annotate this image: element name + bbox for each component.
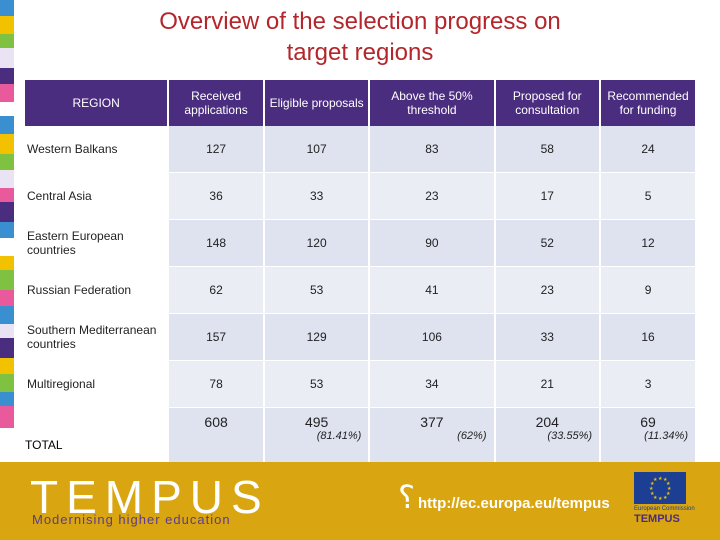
url-glyph-icon: ⸮	[398, 479, 415, 515]
total-value: 377	[420, 414, 444, 430]
svg-text:★: ★	[663, 477, 668, 483]
svg-text:★: ★	[663, 495, 668, 501]
table-row: Russian Federation 62 53 41 23 9	[25, 267, 695, 314]
footer-banner	[0, 462, 720, 540]
value-cell: 33	[262, 173, 369, 220]
value-cell: 12	[599, 220, 695, 267]
total-above-threshold-cell: 377 (62%)	[368, 408, 494, 468]
slide-title: Overview of the selection progress on ta…	[60, 6, 660, 68]
value-cell: 127	[167, 126, 263, 173]
value-cell: 23	[368, 173, 494, 220]
header-region: REGION	[25, 80, 168, 126]
total-percentage: (62%)	[457, 430, 487, 442]
website-link[interactable]: http://ec.europa.eu/tempus	[418, 495, 610, 512]
region-cell: Multiregional	[25, 361, 168, 408]
header-recommended: Recommended for funding	[599, 80, 695, 126]
total-received-cell: 608	[167, 408, 263, 468]
table-row: Multiregional 78 53 34 21 3	[25, 361, 695, 408]
header-above-threshold: Above the 50% threshold	[368, 80, 494, 126]
total-value: 204	[535, 414, 559, 430]
value-cell: 33	[493, 314, 600, 361]
eu-program-label: TEMPUS	[634, 513, 680, 525]
value-cell: 23	[493, 267, 600, 314]
svg-text:★: ★	[653, 477, 658, 483]
total-value: 608	[204, 414, 228, 430]
value-cell: 83	[368, 126, 494, 173]
total-percentage: (11.34%)	[644, 430, 688, 442]
tempus-tagline: Modernising higher education	[32, 512, 231, 527]
svg-text:★: ★	[658, 476, 663, 482]
svg-text:★: ★	[667, 486, 672, 492]
eu-label: European Commission	[634, 506, 695, 512]
region-cell: Central Asia	[25, 173, 168, 220]
total-proposed-cell: 204 (33.55%)	[493, 408, 600, 468]
svg-text:★: ★	[658, 496, 663, 502]
value-cell: 157	[167, 314, 263, 361]
value-cell: 36	[167, 173, 263, 220]
table-row: Western Balkans 127 107 83 58 24	[25, 126, 695, 173]
value-cell: 58	[493, 126, 600, 173]
svg-text:★: ★	[666, 481, 671, 487]
tempus-logo: TEMPUS	[30, 471, 270, 523]
value-cell: 41	[368, 267, 494, 314]
total-label: TOTAL	[25, 438, 63, 452]
left-color-strip	[0, 0, 14, 470]
total-percentage: (33.55%)	[547, 430, 593, 442]
svg-text:★: ★	[653, 495, 658, 501]
table-header-row: REGION Received applications Eligible pr…	[25, 80, 695, 126]
total-percentage: (81.41%)	[316, 430, 362, 442]
region-cell: Eastern European countries	[25, 220, 168, 267]
region-cell: Southern Mediterranean countries	[25, 314, 168, 361]
value-cell: 120	[262, 220, 369, 267]
total-eligible-cell: 495 (81.41%)	[262, 408, 369, 468]
value-cell: 52	[493, 220, 600, 267]
total-row: 608 495 (81.41%) 377 (62%) 204 (33.55%) …	[25, 408, 695, 468]
header-received: Received applications	[167, 80, 263, 126]
table-row: Central Asia 36 33 23 17 5	[25, 173, 695, 220]
value-cell: 53	[262, 361, 369, 408]
value-cell: 90	[368, 220, 494, 267]
header-eligible: Eligible proposals	[262, 80, 369, 126]
svg-text:★: ★	[650, 491, 655, 497]
total-recommended-cell: 69 (11.34%)	[599, 408, 695, 468]
value-cell: 9	[599, 267, 695, 314]
header-proposed: Proposed for consultation	[493, 80, 600, 126]
eu-flag-icon: ★ ★ ★ ★ ★ ★ ★ ★ ★ ★ ★ ★	[634, 472, 686, 504]
region-cell: Western Balkans	[25, 126, 168, 173]
value-cell: 24	[599, 126, 695, 173]
value-cell: 148	[167, 220, 263, 267]
value-cell: 17	[493, 173, 600, 220]
title-line-2: target regions	[286, 39, 434, 66]
table-row: Eastern European countries 148 120 90 52…	[25, 220, 695, 267]
title-line-1: Overview of the selection progress on	[159, 8, 561, 35]
value-cell: 106	[368, 314, 494, 361]
value-cell: 129	[262, 314, 369, 361]
total-value: 69	[640, 414, 656, 430]
value-cell: 78	[167, 361, 263, 408]
total-value: 495	[304, 414, 329, 430]
selection-progress-table: REGION Received applications Eligible pr…	[25, 80, 695, 468]
table-row: Southern Mediterranean countries 157 129…	[25, 314, 695, 361]
value-cell: 21	[493, 361, 600, 408]
value-cell: 107	[262, 126, 369, 173]
svg-text:★: ★	[666, 491, 671, 497]
value-cell: 16	[599, 314, 695, 361]
value-cell: 53	[262, 267, 369, 314]
svg-text:★: ★	[649, 486, 654, 492]
value-cell: 62	[167, 267, 263, 314]
region-cell: Russian Federation	[25, 267, 168, 314]
value-cell: 34	[368, 361, 494, 408]
value-cell: 3	[599, 361, 695, 408]
svg-text:★: ★	[650, 481, 655, 487]
value-cell: 5	[599, 173, 695, 220]
